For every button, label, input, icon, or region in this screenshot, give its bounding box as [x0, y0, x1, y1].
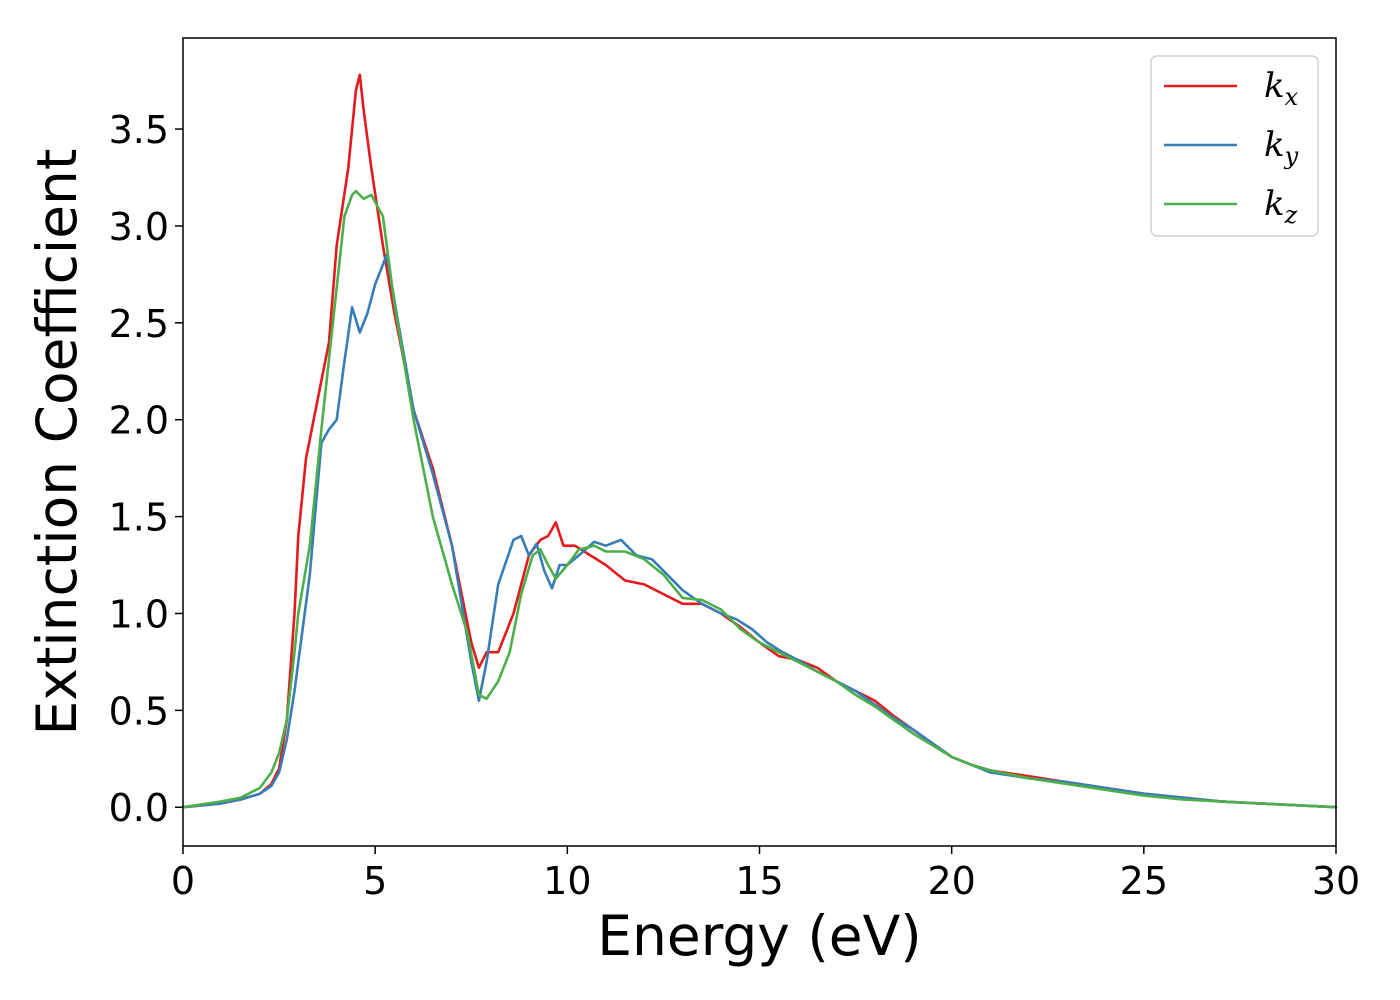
series-line-kz: [181, 189, 1338, 809]
y-axis-ticks: 0.0 0.5 1.0 1.5 2.0 2.5 3.0 3.5: [109, 108, 183, 830]
y-tick-label: 1.5: [109, 496, 169, 540]
x-axis-title: Energy (eV): [597, 904, 921, 968]
x-tick-label: 20: [927, 859, 975, 903]
y-tick-label: 0.0: [109, 786, 169, 830]
legend-label-kz: kz: [1264, 184, 1298, 229]
y-tick-label: 2.5: [109, 302, 169, 346]
x-tick-label: 25: [1120, 859, 1168, 903]
y-tick-label: 1.0: [109, 592, 169, 636]
y-tick-label: 3.0: [109, 205, 169, 249]
y-tick-label: 2.0: [109, 399, 169, 443]
legend: kx ky kz: [1150, 55, 1319, 237]
y-tick-label: 0.5: [109, 689, 169, 733]
y-axis-title: Extinction Coefficient: [25, 149, 89, 736]
y-tick-label: 3.5: [109, 108, 169, 152]
x-axis-ticks: 0 5 10 15 20 25 30: [171, 846, 1360, 903]
x-tick-label: 30: [1312, 859, 1360, 903]
x-tick-label: 5: [363, 859, 387, 903]
series-line-ky: [181, 253, 1338, 809]
x-tick-label: 0: [171, 859, 195, 903]
x-tick-label: 10: [543, 859, 591, 903]
series-layer: [181, 73, 1338, 809]
legend-label-kx: kx: [1264, 66, 1299, 111]
legend-label-ky: ky: [1264, 125, 1299, 170]
x-tick-label: 15: [735, 859, 783, 903]
